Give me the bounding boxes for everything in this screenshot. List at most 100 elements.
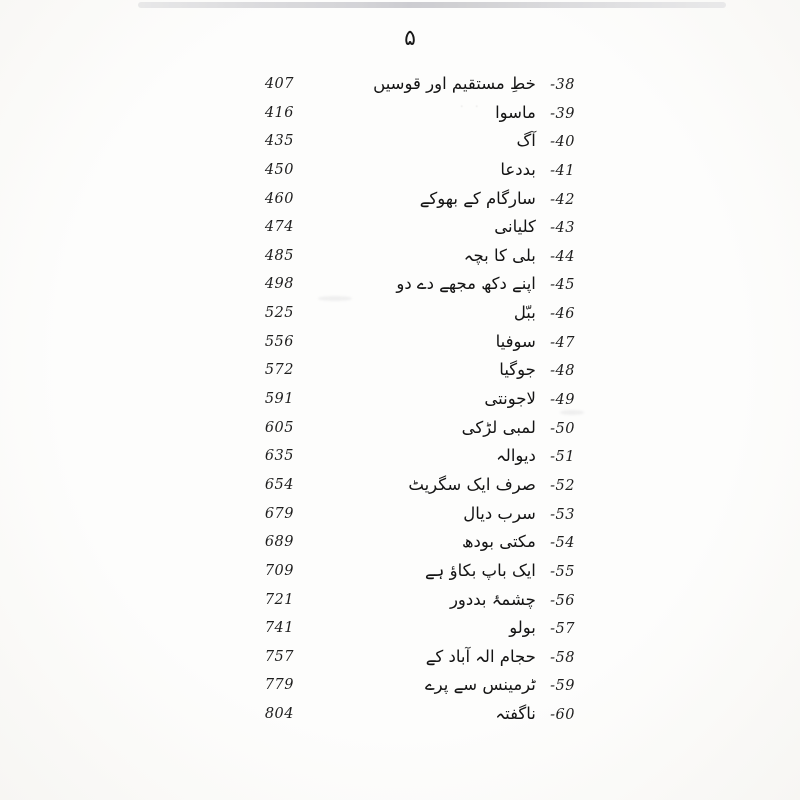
toc-entry-title: دیوالہ: [496, 446, 536, 466]
toc-entry: 54- مکتی بودھ: [462, 528, 575, 557]
toc-entry-title: کلیانی: [494, 217, 536, 237]
toc-entry: 45- اپنے دکھ مجھے دے دو: [396, 270, 575, 299]
toc-entry-number: 45-: [550, 277, 575, 294]
toc-entry: 59- ٹرمینس سے پرے: [425, 671, 575, 700]
toc-page-number: 757: [264, 648, 294, 665]
toc-row: 605 50- لمبی لڑکی: [0, 414, 800, 443]
toc-row: 757 58- حجام الہ آباد کے: [0, 643, 800, 672]
toc-entry: 55- ایک باپ بکاؤ ہے: [425, 557, 575, 586]
toc-entry-title: چشمۂ بددور: [449, 589, 536, 609]
toc-entry-number: 57-: [550, 621, 575, 638]
toc-entry-title: بولو: [509, 618, 536, 638]
toc-page-number: 654: [264, 476, 294, 493]
toc-entry-title: ماسوا: [495, 102, 536, 122]
toc-entry-number: 50-: [550, 420, 575, 437]
toc-row: 435 40- آگ: [0, 127, 800, 156]
toc-entry-number: 53-: [550, 506, 575, 523]
toc-entry: 44- بلی کا بچہ: [464, 242, 575, 271]
table-of-contents: 407 38- خطِ مستقیم اور قوسیں 416 39- ماس…: [0, 70, 800, 729]
toc-entry-title: ایک باپ بکاؤ ہے: [425, 560, 536, 580]
toc-entry-number: 56-: [550, 592, 575, 609]
toc-row: 679 53- سرب دیال: [0, 500, 800, 529]
toc-entry-number: 52-: [550, 477, 575, 494]
toc-row: 654 52- صرف ایک سگریٹ: [0, 471, 800, 500]
toc-page-number: 474: [264, 219, 294, 236]
toc-entry: 57- بولو: [509, 614, 575, 643]
toc-entry-title: ناگفتہ: [495, 704, 536, 724]
toc-entry-number: 54-: [550, 535, 575, 552]
toc-entry: 39- ماسوا: [495, 99, 575, 128]
toc-entry-number: 46-: [550, 306, 575, 323]
toc-entry-title: آگ: [516, 131, 536, 151]
toc-entry-title: ببّل: [513, 303, 536, 323]
toc-row: 450 41- بددعا: [0, 156, 800, 185]
toc-row: 485 44- بلی کا بچہ: [0, 242, 800, 271]
toc-entry-title: سارگام کے بھوکے: [419, 188, 536, 208]
toc-page-number: 689: [264, 534, 294, 551]
toc-entry-title: بلی کا بچہ: [463, 245, 536, 265]
toc-entry: 51- دیوالہ: [496, 442, 575, 471]
scan-smudge: [560, 410, 584, 415]
toc-row: 460 42- سارگام کے بھوکے: [0, 185, 800, 214]
toc-entry-number: 40-: [550, 134, 575, 151]
toc-entry: 38- خطِ مستقیم اور قوسیں: [373, 70, 575, 99]
toc-entry-number: 39-: [550, 105, 575, 122]
toc-entry: 48- جوگیا: [499, 356, 575, 385]
toc-entry: 47- سوفیا: [496, 328, 575, 357]
toc-entry-title: ٹرمینس سے پرے: [425, 675, 536, 695]
toc-entry-number: 44-: [550, 248, 575, 265]
toc-entry: 43- کلیانی: [494, 213, 575, 242]
toc-page-number: 416: [264, 104, 294, 121]
scan-smudge: · ·: [460, 100, 483, 113]
toc-page-number: 804: [264, 706, 294, 723]
toc-page-number: 556: [264, 333, 294, 350]
toc-entry-title: لاجونتی: [484, 389, 536, 409]
toc-page-number: 591: [264, 391, 294, 408]
toc-entry: 56- چشمۂ بددور: [450, 586, 575, 615]
toc-row: 474 43- کلیانی: [0, 213, 800, 242]
toc-entry-number: 41-: [550, 162, 575, 179]
toc-entry-number: 38-: [550, 77, 575, 93]
toc-page-number: 709: [264, 562, 294, 579]
toc-row: 721 56- چشمۂ بددور: [0, 586, 800, 615]
toc-page-number: 435: [264, 133, 294, 150]
toc-row: 804 60- ناگفتہ: [0, 700, 800, 729]
toc-entry-title: بددعا: [500, 159, 536, 179]
toc-row: 407 38- خطِ مستقیم اور قوسیں: [0, 70, 800, 99]
toc-entry-title: مکتی بودھ: [461, 532, 536, 552]
toc-entry-title: لمبی لڑکی: [461, 417, 536, 437]
toc-page-number: 779: [264, 677, 294, 694]
toc-entry-number: 42-: [550, 191, 575, 208]
toc-entry: 52- صرف ایک سگریٹ: [408, 471, 575, 500]
page-number-urdu: ۵: [404, 26, 416, 51]
toc-entry-number: 58-: [550, 649, 575, 666]
toc-row: 779 59- ٹرمینس سے پرے: [0, 671, 800, 700]
toc-page-number: 741: [264, 620, 294, 637]
toc-page-number: 572: [264, 362, 294, 379]
toc-entry: 40- آگ: [517, 127, 575, 156]
scan-smudge: [318, 296, 352, 301]
toc-entry-title: جوگیا: [499, 360, 536, 380]
toc-entry-number: 51-: [550, 449, 575, 466]
toc-entry: 50- لمبی لڑکی: [462, 414, 575, 443]
toc-page-number: 460: [264, 190, 294, 207]
toc-page-number: 498: [264, 276, 294, 293]
toc-row: 498 45- اپنے دکھ مجھے دے دو: [0, 270, 800, 299]
toc-row: 689 54- مکتی بودھ: [0, 528, 800, 557]
toc-page-number: 635: [264, 448, 294, 465]
toc-page-number: 605: [264, 419, 294, 436]
toc-entry-title: سوفیا: [495, 331, 536, 351]
toc-row: 556 47- سوفیا: [0, 328, 800, 357]
toc-entry-number: 48-: [550, 363, 575, 380]
toc-row: 525 46- ببّل: [0, 299, 800, 328]
toc-entry-number: 49-: [550, 392, 575, 409]
toc-entry-number: 43-: [550, 220, 575, 237]
toc-row: 416 39- ماسوا: [0, 99, 800, 128]
scan-edge-artifact: [138, 2, 726, 8]
toc-entry-number: 55-: [550, 563, 575, 580]
toc-page-number: 407: [264, 76, 294, 92]
toc-entry-number: 47-: [550, 334, 575, 351]
toc-entry: 49- لاجونتی: [484, 385, 575, 414]
toc-entry: 53- سرب دیال: [463, 500, 575, 529]
